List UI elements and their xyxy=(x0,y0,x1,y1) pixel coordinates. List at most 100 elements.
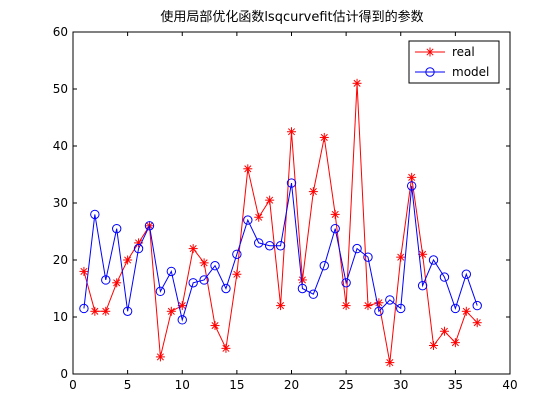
star-stroke xyxy=(331,210,339,218)
data-point-real xyxy=(308,187,318,197)
star-stroke xyxy=(178,302,186,310)
x-tick-label: 40 xyxy=(502,378,517,392)
data-point-model xyxy=(439,272,450,282)
data-point-model xyxy=(133,243,144,254)
data-point-real xyxy=(341,301,351,311)
star-stroke xyxy=(255,213,263,221)
x-tick-label: 20 xyxy=(284,378,299,392)
data-point-model xyxy=(101,275,111,285)
star-stroke xyxy=(429,341,438,350)
data-point-model xyxy=(122,306,133,316)
star-stroke xyxy=(298,276,306,284)
star-stroke xyxy=(309,188,317,196)
star-stroke xyxy=(266,196,274,204)
star-stroke xyxy=(113,279,121,287)
star-stroke xyxy=(375,299,383,307)
series-line-model xyxy=(83,182,478,322)
data-point-model xyxy=(188,278,198,288)
data-point-model xyxy=(297,283,308,294)
data-point-real xyxy=(429,341,439,350)
data-point-real xyxy=(461,306,471,316)
data-point-model xyxy=(79,303,89,314)
data-point-model xyxy=(461,269,471,279)
y-tick-label: 10 xyxy=(53,310,68,324)
data-point-real xyxy=(374,298,384,308)
star-stroke xyxy=(342,302,350,310)
data-point-model xyxy=(428,255,439,265)
star-stroke xyxy=(426,48,434,56)
x-tick-label: 5 xyxy=(124,378,132,392)
star-stroke xyxy=(211,321,219,330)
data-point-model xyxy=(112,223,122,234)
data-point-real xyxy=(188,244,198,254)
star-stroke xyxy=(156,353,164,361)
data-point-real xyxy=(254,212,264,222)
star-stroke xyxy=(80,267,88,275)
data-point-real xyxy=(407,172,417,182)
data-point-real xyxy=(243,164,253,174)
data-point-model xyxy=(450,303,461,314)
star-stroke xyxy=(462,307,470,315)
x-tick-label: 10 xyxy=(175,378,190,392)
data-point-model xyxy=(177,315,187,325)
data-point-real xyxy=(363,301,373,311)
series-layer xyxy=(79,78,482,368)
data-point-real xyxy=(472,318,482,328)
data-point-model xyxy=(363,252,373,262)
data-point-real xyxy=(385,358,395,368)
star-stroke xyxy=(244,165,252,173)
star-stroke xyxy=(287,128,296,136)
legend-marker xyxy=(425,47,435,57)
data-point-real xyxy=(297,275,307,285)
x-tick-label: 0 xyxy=(69,378,77,392)
chart-title: 使用局部优化函数lsqcurvefit估计得到的参数 xyxy=(160,9,423,25)
data-point-model xyxy=(264,241,275,251)
data-point-real xyxy=(123,255,133,265)
data-point-model xyxy=(319,261,329,271)
data-point-real xyxy=(330,209,340,219)
data-point-model xyxy=(341,278,351,288)
data-point-real xyxy=(166,306,176,316)
data-point-real xyxy=(112,278,122,288)
legend-entry-model: model xyxy=(415,65,489,79)
star-stroke xyxy=(364,302,372,310)
data-point-real xyxy=(450,338,460,348)
data-point-model xyxy=(166,266,177,277)
data-point-real xyxy=(221,343,231,353)
data-point-real xyxy=(232,269,242,279)
data-point-model xyxy=(243,215,253,225)
star-stroke xyxy=(386,359,394,367)
y-tick-label: 40 xyxy=(53,139,68,153)
star-stroke xyxy=(222,344,230,352)
legend-label: model xyxy=(452,65,489,79)
series-model xyxy=(79,178,482,325)
data-point-model xyxy=(144,221,155,231)
data-point-model xyxy=(232,249,242,260)
data-point-model xyxy=(472,300,482,311)
axis-ticks: 0 5 10 15 20 25 30 35 40 0 10 20 30 40 50 60 xyxy=(53,25,518,392)
star-stroke xyxy=(91,307,99,315)
legend-box xyxy=(408,40,500,84)
x-tick-label: 35 xyxy=(448,378,463,392)
star-stroke xyxy=(189,245,197,253)
legend: real model xyxy=(408,40,500,84)
y-tick-label: 60 xyxy=(53,25,68,39)
data-point-real xyxy=(199,258,209,268)
data-point-real xyxy=(396,252,406,262)
data-point-real xyxy=(439,326,449,336)
star-stroke xyxy=(124,256,132,264)
data-point-model xyxy=(286,178,297,188)
data-point-real xyxy=(210,321,220,331)
data-point-real xyxy=(287,127,296,137)
data-point-real xyxy=(155,352,165,362)
data-point-model xyxy=(90,209,100,220)
data-point-model xyxy=(352,243,362,254)
star-stroke xyxy=(451,339,459,347)
y-tick-label: 20 xyxy=(53,253,68,267)
data-point-model xyxy=(275,241,286,251)
star-stroke xyxy=(277,302,285,310)
data-point-model xyxy=(210,261,220,271)
star-stroke xyxy=(353,79,361,87)
data-point-real xyxy=(319,132,329,142)
